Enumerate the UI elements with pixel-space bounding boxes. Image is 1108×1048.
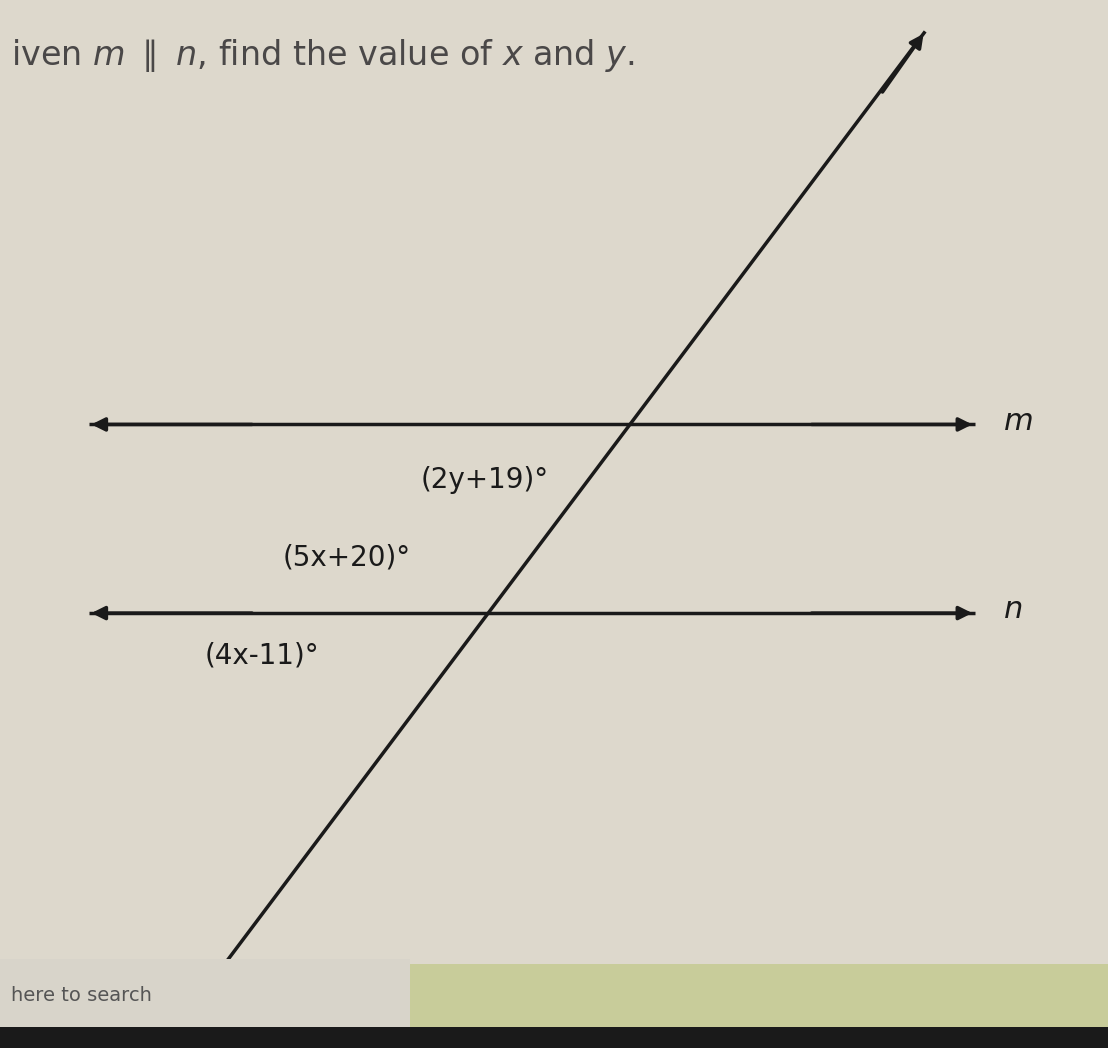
Bar bbox=[0, 1027, 1108, 1048]
Bar bbox=[0, 959, 410, 1027]
Text: $n$: $n$ bbox=[1003, 595, 1022, 625]
Text: (4x-11)°: (4x-11)° bbox=[205, 641, 319, 670]
Bar bbox=[410, 964, 1108, 1038]
Text: iven $m$ $\parallel$ $n$, find the value of $x$ and $y$.: iven $m$ $\parallel$ $n$, find the value… bbox=[11, 37, 635, 73]
Text: $m$: $m$ bbox=[1003, 407, 1033, 436]
Text: (5x+20)°: (5x+20)° bbox=[283, 543, 411, 571]
Text: here to search: here to search bbox=[11, 986, 152, 1005]
Text: (2y+19)°: (2y+19)° bbox=[421, 466, 550, 495]
Bar bbox=[0, 969, 1108, 1048]
